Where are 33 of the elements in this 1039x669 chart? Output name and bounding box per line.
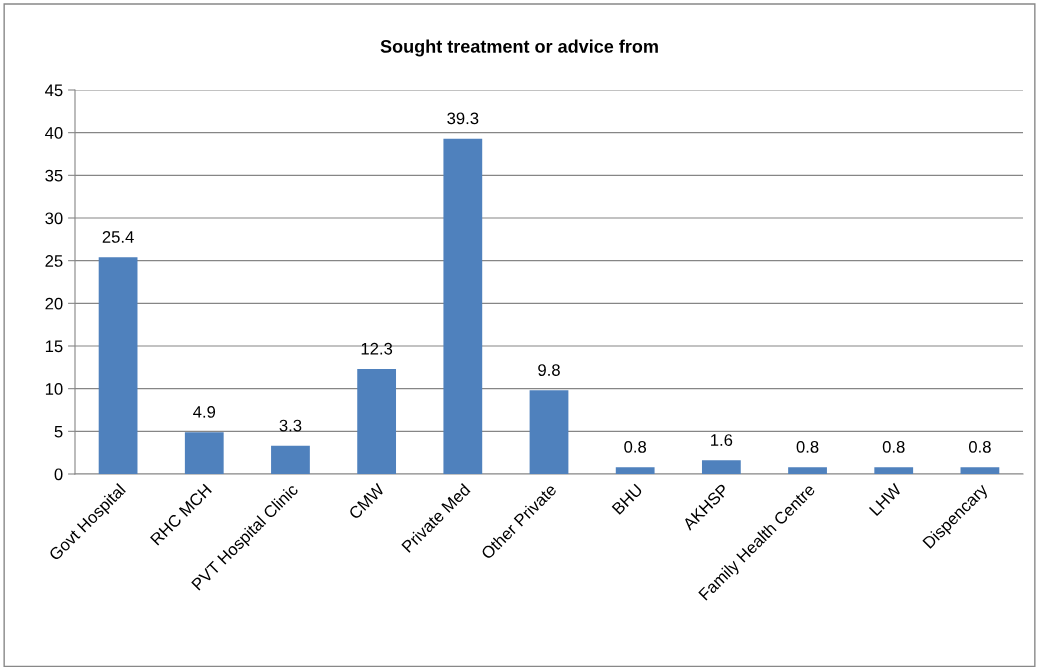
- y-tick-label: 25: [45, 255, 63, 267]
- bar: [701, 460, 741, 474]
- y-tick-label: 10: [45, 383, 63, 395]
- data-label: 1.6: [711, 434, 733, 446]
- y-tick-label: 30: [45, 212, 63, 225]
- chart-title: Sought treatment or advice from: [380, 39, 658, 57]
- data-label: 0.8: [968, 440, 991, 453]
- bar: [271, 445, 310, 474]
- bar: [529, 390, 569, 474]
- bar: [98, 257, 138, 474]
- y-tick-label: 20: [45, 297, 63, 310]
- data-label: 39.3: [447, 112, 479, 125]
- y-tick-label: 15: [45, 340, 63, 353]
- y-tick-label: 40: [45, 127, 63, 139]
- bar: [960, 467, 1000, 474]
- data-label: 0.8: [882, 440, 905, 453]
- y-tick-label: 35: [45, 169, 63, 182]
- bar: [874, 467, 914, 474]
- data-label: 0.8: [624, 440, 647, 453]
- y-tick-label: 5: [54, 425, 63, 438]
- data-label: 4.9: [193, 405, 216, 418]
- y-tick-label: 0: [54, 468, 63, 481]
- data-label: 3.3: [279, 419, 302, 432]
- data-label: 25.4: [102, 231, 134, 243]
- data-label: 12.3: [361, 342, 393, 355]
- bar: [443, 138, 483, 474]
- data-label: 9.8: [538, 364, 560, 376]
- y-tick-label: 45: [45, 84, 63, 97]
- bar: [788, 467, 827, 474]
- data-label: 0.8: [796, 440, 819, 453]
- bar: [357, 369, 397, 474]
- bar: [615, 467, 655, 474]
- bar: [184, 432, 224, 474]
